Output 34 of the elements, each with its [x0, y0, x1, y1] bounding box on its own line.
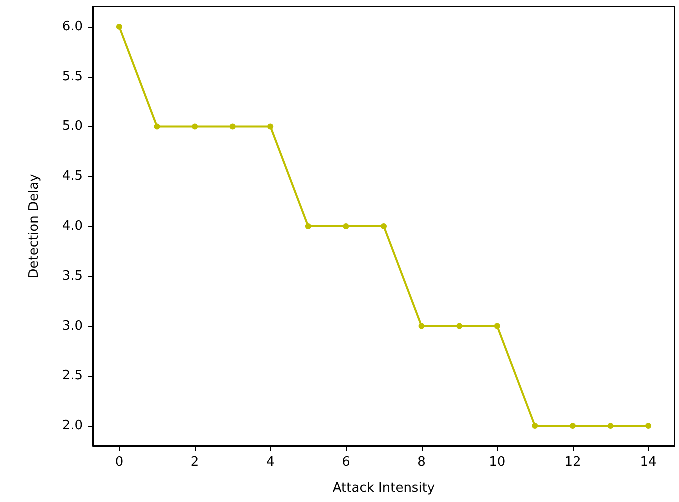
- y-tick-label: 3.5: [62, 268, 83, 284]
- x-tick-label: 2: [190, 455, 200, 470]
- y-tick-label: 5.0: [62, 119, 83, 134]
- point: [494, 323, 500, 330]
- y-tick-label: 5.5: [62, 69, 83, 84]
- x-tick-label: 12: [564, 455, 582, 470]
- x-tick-label: 0: [115, 455, 124, 470]
- point: [381, 224, 387, 230]
- x-tick-label: 14: [640, 455, 657, 470]
- y-tick-label: 3.0: [62, 318, 83, 334]
- x-tick-label: 4: [266, 455, 275, 470]
- point: [192, 124, 198, 130]
- x-tick-label: 8: [418, 455, 426, 470]
- x-tick-label: 10: [489, 455, 506, 470]
- point: [532, 423, 538, 430]
- y-tick-label: 4.5: [62, 169, 83, 184]
- point: [305, 224, 312, 230]
- point: [570, 423, 576, 430]
- x-tick-label: 6: [342, 455, 350, 470]
- y-tick-label: 2.0: [62, 418, 83, 434]
- point: [608, 423, 614, 430]
- point: [116, 24, 122, 30]
- y-axis-title: Detection Delay: [27, 174, 42, 279]
- point: [268, 124, 274, 130]
- y-tick-label: 2.5: [62, 368, 83, 384]
- y-tick-label: 6.0: [62, 19, 83, 34]
- point: [646, 423, 652, 430]
- point: [343, 224, 350, 230]
- x-axis-title: Attack Intensity: [332, 481, 436, 496]
- point: [418, 323, 425, 330]
- y-tick-label: 4.0: [62, 219, 83, 234]
- point: [154, 124, 160, 130]
- point: [230, 124, 236, 130]
- point: [456, 323, 463, 330]
